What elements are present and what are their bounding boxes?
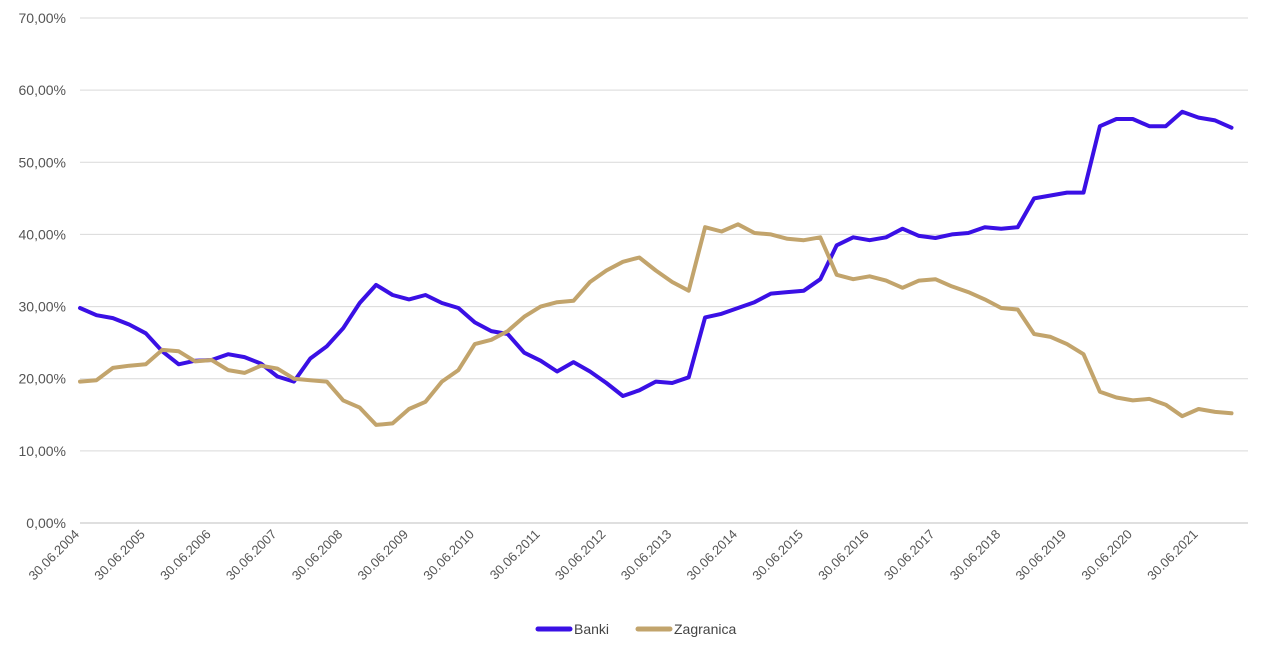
legend-label-banki: Banki [574,621,609,637]
x-axis-tick-labels: 30.06.2004 30.06.2005 30.06.2006 30.06.2007… [25,527,1200,584]
x-tick-label: 30.06.2012 [552,527,609,584]
x-tick-label: 30.06.2010 [420,527,477,584]
y-tick-label: 70,00% [19,10,66,26]
y-tick-label: 30,00% [19,299,66,315]
x-tick-label: 30.06.2008 [289,527,346,584]
y-axis-tick-labels: 0,00% 10,00% 20,00% 30,00% 40,00% 50,00% 60,00… [19,10,66,531]
x-tick-label: 30.06.2020 [1078,527,1135,584]
x-tick-label: 30.06.2017 [881,527,938,584]
x-tick-label: 30.06.2021 [1144,527,1201,584]
series-line-banki [78,109,1234,398]
gridlines [80,17,1248,524]
x-tick-label: 30.06.2015 [749,527,806,584]
x-tick-label: 30.06.2014 [684,527,741,584]
x-tick-label: 30.06.2013 [618,527,675,584]
x-tick-label: 30.06.2016 [815,527,872,584]
y-tick-label: 20,00% [19,371,66,387]
y-tick-label: 50,00% [19,154,66,170]
series-lines [78,109,1234,427]
legend: Banki Zagranica [535,621,736,637]
legend-label-zagranica: Zagranica [674,621,736,637]
x-tick-label: 30.06.2011 [487,527,543,583]
x-tick-label: 30.06.2005 [91,527,148,584]
x-tick-label: 30.06.2009 [355,527,412,584]
x-tick-label: 30.06.2018 [947,527,1004,584]
y-tick-label: 60,00% [19,82,66,98]
y-tick-label: 40,00% [19,226,66,242]
x-tick-label: 30.06.2019 [1013,527,1070,584]
y-tick-label: 10,00% [19,443,66,459]
x-tick-label: 30.06.2004 [25,527,82,584]
y-tick-label: 0,00% [26,515,66,531]
series-line-zagranica [78,222,1234,427]
x-tick-label: 30.06.2007 [223,527,280,584]
x-tick-label: 30.06.2006 [157,527,214,584]
